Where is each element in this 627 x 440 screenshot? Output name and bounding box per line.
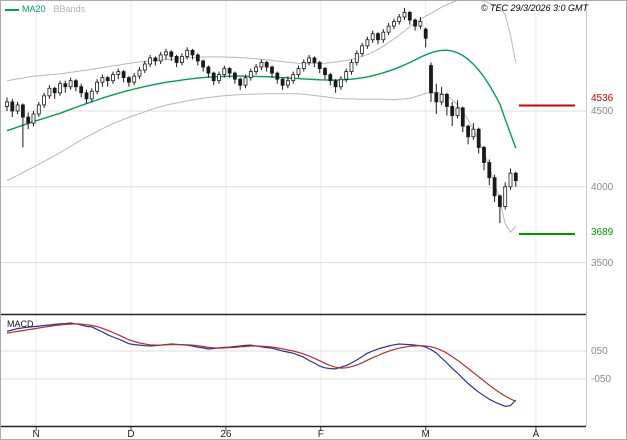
price-tick-label: 4000 bbox=[591, 181, 614, 193]
macd-panel-label: MACD bbox=[7, 319, 34, 329]
month-label: 26 bbox=[220, 429, 232, 440]
month-label: A bbox=[532, 429, 540, 440]
price-tick-label: 4500 bbox=[591, 106, 614, 117]
copyright-text: © TEC 29/3/2026 3:0 GMT bbox=[480, 3, 588, 13]
price-tick-label: 3500 bbox=[591, 257, 614, 269]
month-label: F bbox=[317, 429, 324, 440]
macd-tick-label: -050 bbox=[591, 374, 612, 385]
resistance-price-label: 4536 bbox=[591, 92, 614, 104]
month-label: D bbox=[127, 429, 135, 440]
macd-tick-label: 050 bbox=[591, 346, 608, 357]
ma20-line-icon bbox=[5, 8, 19, 11]
support-price-label: 3689 bbox=[591, 226, 614, 238]
month-label: M bbox=[421, 429, 430, 440]
month-label: N bbox=[32, 429, 40, 440]
chart-legend: MA20 BBands bbox=[5, 4, 85, 14]
legend-bbands-label: BBands bbox=[53, 4, 86, 14]
legend-ma20-label: MA20 bbox=[22, 4, 46, 14]
